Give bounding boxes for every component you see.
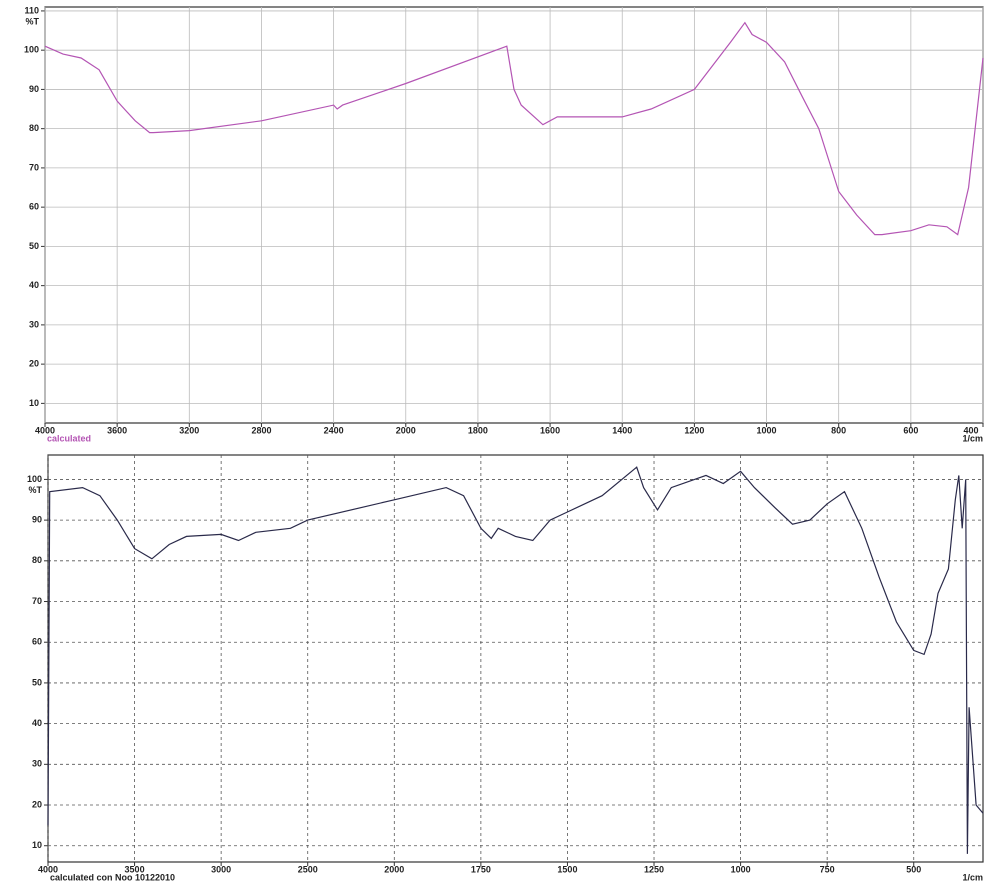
x-tick-label: 2500 xyxy=(298,864,318,874)
x-tick-label: 1600 xyxy=(540,425,560,435)
y-tick-label: 50 xyxy=(29,241,39,251)
x-tick-label: 2000 xyxy=(396,425,416,435)
y-tick-label: 80 xyxy=(29,123,39,133)
spectrum-line xyxy=(47,466,984,854)
x-tick-label: 1800 xyxy=(468,425,488,435)
x-tick-label: 4000 xyxy=(38,864,58,874)
y-tick-label: 30 xyxy=(29,319,39,329)
plot-frame xyxy=(47,454,984,863)
y-tick-label: 60 xyxy=(32,637,42,647)
x-tick-label: 2400 xyxy=(324,425,344,435)
y-tick-label: 90 xyxy=(32,514,42,524)
x-tick-label: 1000 xyxy=(731,864,751,874)
x-axis-label: 1/cm xyxy=(962,433,983,443)
x-tick-label: 1250 xyxy=(644,864,664,874)
y-tick-label: 80 xyxy=(32,555,42,565)
y-tick-label: 10 xyxy=(29,398,39,408)
x-tick-label: 1000 xyxy=(757,425,777,435)
y-axis-label: %T xyxy=(26,16,40,26)
y-tick-label: 40 xyxy=(29,280,39,290)
caption: calculated con Noo 10122010 xyxy=(50,872,175,882)
x-tick-label: 1750 xyxy=(471,864,491,874)
x-tick-label: 3500 xyxy=(125,864,145,874)
caption: calculated xyxy=(47,433,91,443)
y-tick-label: 60 xyxy=(29,202,39,212)
y-tick-label: 30 xyxy=(32,759,42,769)
y-tick-label: 20 xyxy=(29,359,39,369)
y-tick-label: 70 xyxy=(29,162,39,172)
x-tick-label: 800 xyxy=(831,425,846,435)
x-tick-label: 1500 xyxy=(557,864,577,874)
x-tick-label: 1200 xyxy=(684,425,704,435)
y-tick-label: 70 xyxy=(32,596,42,606)
y-tick-label: 10 xyxy=(32,840,42,850)
x-axis-label: 1/cm xyxy=(962,872,983,882)
y-tick-label: 110 xyxy=(24,5,39,15)
y-tick-label: 50 xyxy=(32,677,42,687)
y-axis-label: %T xyxy=(29,485,43,495)
x-tick-label: 2800 xyxy=(251,425,271,435)
x-tick-label: 2000 xyxy=(384,864,404,874)
y-tick-label: 40 xyxy=(32,718,42,728)
x-tick-label: 600 xyxy=(903,425,918,435)
x-tick-label: 750 xyxy=(820,864,835,874)
x-tick-label: 500 xyxy=(906,864,921,874)
x-tick-label: 3200 xyxy=(179,425,199,435)
x-tick-label: 3600 xyxy=(107,425,127,435)
spectrum-line xyxy=(44,21,984,236)
y-tick-label: 20 xyxy=(32,799,42,809)
x-tick-label: 3000 xyxy=(211,864,231,874)
y-tick-label: 100 xyxy=(24,45,39,55)
x-tick-label: 1400 xyxy=(612,425,632,435)
x-tick-label: 4000 xyxy=(35,425,55,435)
x-tick-label: 400 xyxy=(963,425,978,435)
plot-frame xyxy=(44,6,984,424)
y-tick-label: 90 xyxy=(29,84,39,94)
y-tick-label: 100 xyxy=(27,474,42,484)
